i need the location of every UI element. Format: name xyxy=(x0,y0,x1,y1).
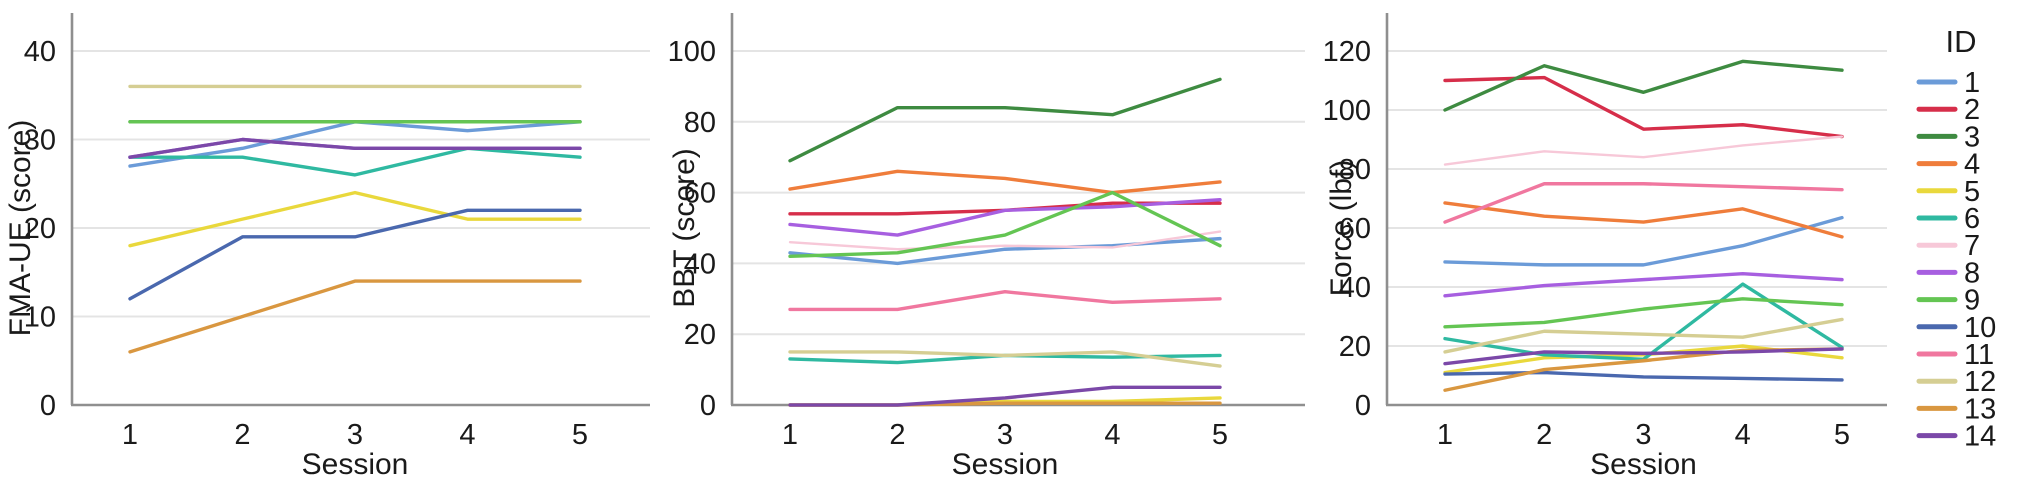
legend-label-11: 11 xyxy=(1964,339,1994,371)
series-line-id-5 xyxy=(128,190,582,248)
x-tick-label: 1 xyxy=(782,419,798,451)
x-axis-label: Session xyxy=(952,448,1059,480)
series-line-id-11 xyxy=(1443,182,1844,224)
legend-label-14: 14 xyxy=(1964,421,1996,453)
legend-label-12: 12 xyxy=(1964,366,1996,398)
x-tick-label: 2 xyxy=(889,419,905,451)
x-axis-label: Session xyxy=(1590,448,1697,480)
series-line-id-12 xyxy=(1443,317,1844,354)
series-line-id-7 xyxy=(788,230,1222,251)
series-line-id-10 xyxy=(128,208,582,301)
series-line-id-7 xyxy=(1443,135,1844,166)
series-line-id-6 xyxy=(128,146,582,177)
series-line-id-13 xyxy=(128,279,582,354)
legend-label-9: 9 xyxy=(1964,285,1980,317)
y-axis-label: FMA-UE (score) xyxy=(4,120,37,337)
y-tick-label: 100 xyxy=(668,36,716,68)
chart-bbt: 0 20 40 60 80 100 1 2 3 4 5 BBT (score) Session xyxy=(668,13,1305,481)
y-tick-label: 0 xyxy=(700,390,716,422)
chart-force: 0 20 40 60 80 100 120 1 2 3 4 5 Force (lbf) Session xyxy=(1323,13,1887,481)
x-tick-label: 2 xyxy=(234,419,250,451)
legend-label-10: 10 xyxy=(1964,312,1996,344)
y-axis-label: Force (lbf) xyxy=(1325,160,1358,297)
legend-panel: ID 1 2 3 4 5 6 7 8 9 10 11 12 13 14 xyxy=(1897,0,2032,480)
chart-panel-force: 0 20 40 60 80 100 120 1 2 3 4 5 Force (lbf) Session xyxy=(1315,0,1897,481)
y-axis-label: BBT (score) xyxy=(668,148,701,307)
series-line-id-12 xyxy=(788,350,1222,368)
x-tick-label: 5 xyxy=(1834,419,1850,451)
x-tick-label: 3 xyxy=(997,419,1013,451)
series-line-id-14 xyxy=(128,137,582,159)
x-tick-label: 1 xyxy=(1437,419,1453,451)
legend-label-5: 5 xyxy=(1964,176,1980,208)
series-line-id-10 xyxy=(1443,370,1844,382)
series-line-id-1 xyxy=(1443,215,1844,267)
y-tick-label: 100 xyxy=(1323,95,1371,127)
y-tick-label: 40 xyxy=(1339,272,1371,304)
legend-title: ID xyxy=(1946,24,1977,59)
y-tick-label: 30 xyxy=(24,125,56,157)
legend-label-4: 4 xyxy=(1964,149,1980,181)
legend-label-13: 13 xyxy=(1964,393,1996,425)
chart-panel-bbt: 0 20 40 60 80 100 1 2 3 4 5 BBT (score) Session xyxy=(660,0,1315,481)
series-line-id-4 xyxy=(788,169,1222,195)
series-line-id-1 xyxy=(788,236,1222,266)
x-tick-label: 4 xyxy=(1735,419,1751,451)
series-line-id-3 xyxy=(788,77,1222,163)
series-line-id-8 xyxy=(788,197,1222,237)
series-line-id-11 xyxy=(788,290,1222,312)
y-tick-label: 40 xyxy=(684,248,716,280)
chart-panel-fma-ue: 0 10 20 30 40 1 2 3 4 5 FMA-UE (score) Session xyxy=(0,0,660,481)
series-line-id-3 xyxy=(1443,59,1844,112)
legend-label-3: 3 xyxy=(1964,121,1980,153)
series-line-id-9 xyxy=(788,190,1222,259)
series-line-id-1 xyxy=(128,120,582,168)
y-tick-label: 20 xyxy=(684,319,716,351)
series-line-id-4 xyxy=(1443,201,1844,239)
legend-label-1: 1 xyxy=(1964,67,1980,99)
y-tick-label: 80 xyxy=(1339,154,1371,186)
x-axis-label: Session xyxy=(302,448,409,480)
series-line-id-2 xyxy=(1443,75,1844,139)
x-tick-label: 4 xyxy=(459,419,475,451)
y-tick-label: 60 xyxy=(684,178,716,210)
y-tick-label: 0 xyxy=(1355,390,1371,422)
x-tick-label: 3 xyxy=(347,419,363,451)
x-tick-label: 1 xyxy=(122,419,138,451)
x-tick-label: 2 xyxy=(1536,419,1552,451)
legend-label-2: 2 xyxy=(1964,94,1980,126)
y-tick-label: 10 xyxy=(24,302,56,334)
x-tick-label: 5 xyxy=(1212,419,1228,451)
y-tick-label: 60 xyxy=(1339,213,1371,245)
y-tick-label: 0 xyxy=(40,390,56,422)
x-tick-label: 5 xyxy=(572,419,588,451)
series-line-id-8 xyxy=(1443,272,1844,298)
y-tick-label: 80 xyxy=(684,107,716,139)
legend-label-8: 8 xyxy=(1964,257,1980,289)
legend-label-6: 6 xyxy=(1964,203,1980,235)
x-tick-label: 3 xyxy=(1635,419,1651,451)
y-tick-label: 40 xyxy=(24,36,56,68)
x-tick-label: 4 xyxy=(1104,419,1120,451)
chart-fma-ue: 0 10 20 30 40 1 2 3 4 5 FMA-UE (score) Session xyxy=(4,13,650,481)
legend-label-7: 7 xyxy=(1964,230,1980,262)
y-tick-label: 120 xyxy=(1323,36,1371,68)
series-line-id-9 xyxy=(1443,297,1844,329)
series-line-id-14 xyxy=(788,385,1222,407)
series-line-id-14 xyxy=(1443,347,1844,366)
y-tick-label: 20 xyxy=(1339,331,1371,363)
series-line-id-6 xyxy=(1443,282,1844,361)
y-tick-label: 20 xyxy=(24,213,56,245)
